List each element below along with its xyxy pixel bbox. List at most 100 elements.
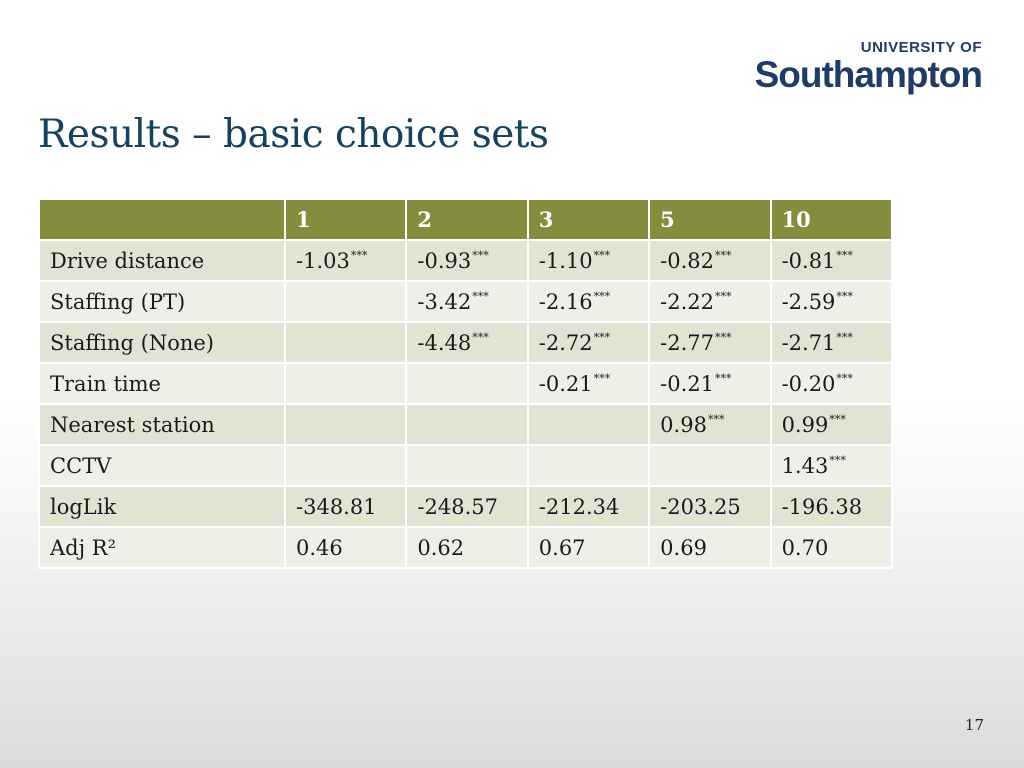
significance-marker: *** (715, 248, 732, 262)
coefficient-cell: 0.67 (526, 526, 651, 569)
row-label: logLik (38, 485, 286, 528)
coefficient-cell (526, 403, 651, 446)
slide-title: Results – basic choice sets (38, 112, 549, 157)
coefficient-cell: -203.25 (648, 485, 772, 528)
coefficient-value: -3.42 (417, 289, 472, 314)
coefficient-value: -2.77 (660, 330, 715, 355)
coefficient-cell: -2.16*** (526, 280, 651, 323)
table-header-row: 1 2 3 5 10 (38, 198, 893, 241)
table-row: CCTV 1.43*** (38, 444, 893, 487)
coefficient-cell: 0.46 (283, 526, 408, 569)
row-label: Drive distance (38, 239, 286, 282)
table-row: Nearest station 0.98*** 0.99*** (38, 403, 893, 446)
coefficient-value: -212.34 (538, 494, 620, 519)
coefficient-cell: 1.43*** (769, 444, 893, 487)
coefficient-cell (405, 362, 529, 405)
coefficient-cell (405, 444, 529, 487)
significance-marker: *** (836, 289, 853, 303)
coefficient-value: -0.82 (660, 248, 715, 273)
significance-marker: *** (472, 330, 489, 344)
coefficient-value: -203.25 (660, 494, 741, 519)
significance-marker: *** (593, 330, 611, 344)
significance-marker: *** (715, 289, 732, 303)
coefficient-cell: -2.22*** (648, 280, 772, 323)
coefficient-cell: -196.38 (769, 485, 893, 528)
coefficient-cell: -3.42*** (405, 280, 529, 323)
coefficient-value: -1.10 (538, 248, 593, 273)
significance-marker: *** (715, 371, 732, 385)
significance-marker: *** (593, 248, 611, 262)
table-row: Train time -0.21*** -0.21*** -0.20*** (38, 362, 893, 405)
coefficient-cell: -248.57 (405, 485, 529, 528)
coefficient-value: -2.72 (538, 330, 593, 355)
coefficient-cell: 0.98*** (648, 403, 772, 446)
coefficient-cell (283, 362, 408, 405)
coefficient-value: -2.59 (781, 289, 836, 314)
header-cell: 1 (283, 198, 408, 241)
coefficient-value: 0.98 (660, 412, 707, 437)
header-cell: 10 (769, 198, 893, 241)
coefficient-cell: -4.48*** (405, 321, 529, 364)
coefficient-cell (283, 444, 408, 487)
coefficient-cell: -348.81 (283, 485, 408, 528)
significance-marker: *** (829, 453, 846, 467)
header-cell: 5 (648, 198, 772, 241)
coefficient-cell (526, 444, 651, 487)
coefficient-value: -0.21 (660, 371, 715, 396)
row-label: Staffing (PT) (38, 280, 286, 323)
logo-top-text: UNIVERSITY OF (860, 39, 982, 56)
coefficient-cell: 0.99*** (769, 403, 893, 446)
coefficient-cell: -212.34 (526, 485, 651, 528)
coefficient-cell: -0.81*** (769, 239, 893, 282)
significance-marker: *** (350, 248, 368, 262)
coefficient-cell: -0.93*** (405, 239, 529, 282)
coefficient-cell: -0.20*** (769, 362, 893, 405)
significance-marker: *** (836, 248, 853, 262)
results-table: 1 2 3 5 10 Drive distance -1.03*** -0.93**… (38, 198, 893, 569)
coefficient-cell (283, 403, 408, 446)
header-cell: 2 (405, 198, 529, 241)
significance-marker: *** (472, 289, 489, 303)
coefficient-cell (648, 444, 772, 487)
coefficient-value: 0.70 (781, 535, 829, 560)
coefficient-cell: 0.70 (769, 526, 893, 569)
coefficient-cell: -0.21*** (526, 362, 651, 405)
table-row: Staffing (PT) -3.42*** -2.16*** -2.22*** -2.… (38, 280, 893, 323)
coefficient-cell: -0.82*** (648, 239, 772, 282)
coefficient-value: 1.43 (781, 453, 829, 478)
coefficient-value: -2.22 (660, 289, 715, 314)
coefficient-value: -1.03 (296, 248, 350, 273)
coefficient-cell (405, 403, 529, 446)
coefficient-cell: 0.62 (405, 526, 529, 569)
significance-marker: *** (472, 248, 489, 262)
row-label: Staffing (None) (38, 321, 286, 364)
significance-marker: *** (715, 330, 732, 344)
significance-marker: *** (836, 371, 853, 385)
coefficient-cell: -1.10*** (526, 239, 651, 282)
coefficient-value: -0.93 (417, 248, 472, 273)
coefficient-cell: 0.69 (648, 526, 772, 569)
coefficient-cell: -0.21*** (648, 362, 772, 405)
significance-marker: *** (829, 412, 846, 426)
row-label: CCTV (38, 444, 286, 487)
coefficient-cell: -2.77*** (648, 321, 772, 364)
university-logo: UNIVERSITY OF Southampton (755, 39, 983, 94)
coefficient-value: 0.69 (660, 535, 707, 560)
row-label: Adj R² (38, 526, 286, 569)
coefficient-cell: -2.71*** (769, 321, 893, 364)
coefficient-value: 0.46 (296, 535, 343, 560)
coefficient-cell: -2.72*** (526, 321, 651, 364)
coefficient-value: -4.48 (417, 330, 472, 355)
coefficient-cell: -1.03*** (283, 239, 408, 282)
coefficient-value: -0.81 (781, 248, 836, 273)
page-number: 17 (964, 716, 984, 734)
significance-marker: *** (593, 289, 611, 303)
coefficient-value: 0.62 (417, 535, 465, 560)
table-row: Drive distance -1.03*** -0.93*** -1.10*** -0… (38, 239, 893, 282)
coefficient-value: -196.38 (781, 494, 863, 519)
table-row: Adj R² 0.46 0.62 0.67 0.69 0.70 (38, 526, 893, 569)
coefficient-value: -2.71 (781, 330, 836, 355)
header-cell: 3 (526, 198, 651, 241)
coefficient-value: -0.21 (538, 371, 593, 396)
coefficient-value: -2.16 (538, 289, 593, 314)
